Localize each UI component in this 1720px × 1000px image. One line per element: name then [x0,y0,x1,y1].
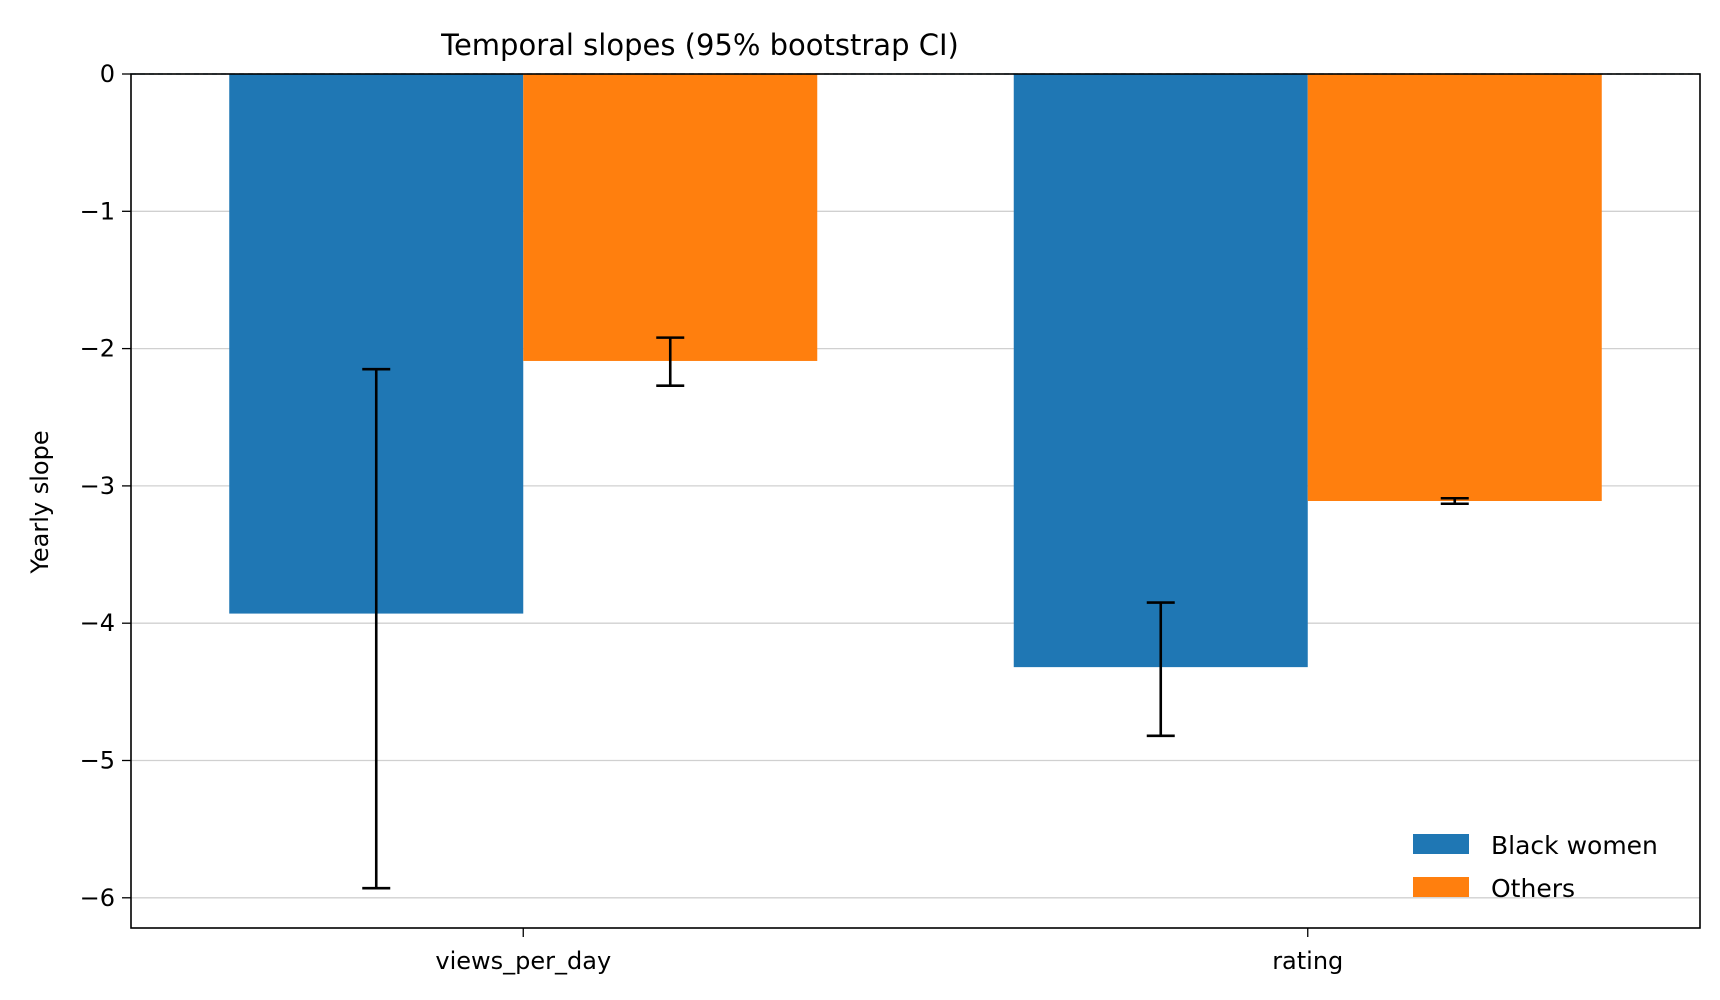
y-axis-label: Yearly slope [26,430,54,574]
y-tick-label: −3 [80,472,115,500]
bars [229,74,1602,668]
x-tick-label: views_per_day [435,947,611,975]
error-bars [362,336,1469,890]
plot-frame [130,73,1701,929]
x-tick-label: rating [1272,947,1343,975]
x-ticks: views_per_day rating [435,928,1343,975]
axes [130,73,1701,929]
legend-label: Black women [1491,831,1658,860]
y-tick-label: −4 [80,609,115,637]
bar [523,74,818,361]
y-ticks: 0 −1 −2 −3 −4 −5 −6 [80,60,131,912]
y-tick-label: 0 [100,60,115,88]
bar [1307,74,1602,501]
legend: Black women Others [1413,831,1658,903]
y-tick-label: −2 [80,335,115,363]
legend-swatch [1413,834,1469,854]
legend-label: Others [1491,874,1575,903]
y-tick-label: −5 [80,746,115,774]
y-tick-label: −6 [80,884,115,912]
chart-title: Temporal slopes (95% bootstrap CI) [440,28,959,62]
legend-swatch [1413,877,1469,897]
bar [1013,74,1308,668]
y-tick-label: −1 [80,197,115,225]
